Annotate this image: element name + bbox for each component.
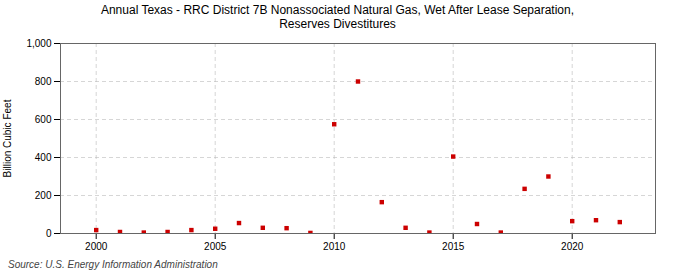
svg-text:Billion Cubic Feet: Billion Cubic Feet: [2, 99, 13, 177]
svg-text:2000: 2000: [85, 241, 108, 252]
html-text:Annual Texas - RRC District 7B: Annual Texas - RRC District 7B Nonassoci…: [100, 3, 575, 31]
svg-text:2015: 2015: [442, 241, 465, 252]
svg-text:2005: 2005: [204, 241, 227, 252]
svg-text:2010: 2010: [323, 241, 346, 252]
svg-text:600: 600: [35, 114, 52, 125]
svg-text:1,000: 1,000: [26, 38, 51, 49]
svg-text:200: 200: [35, 190, 52, 201]
svg-text:800: 800: [35, 76, 52, 87]
svg-text:0: 0: [46, 228, 52, 239]
svg-text:400: 400: [35, 152, 52, 163]
svg-text:2020: 2020: [561, 241, 584, 252]
html-text:Source: U.S. Energy Informatio: Source: U.S. Energy Information Administ…: [8, 259, 218, 270]
